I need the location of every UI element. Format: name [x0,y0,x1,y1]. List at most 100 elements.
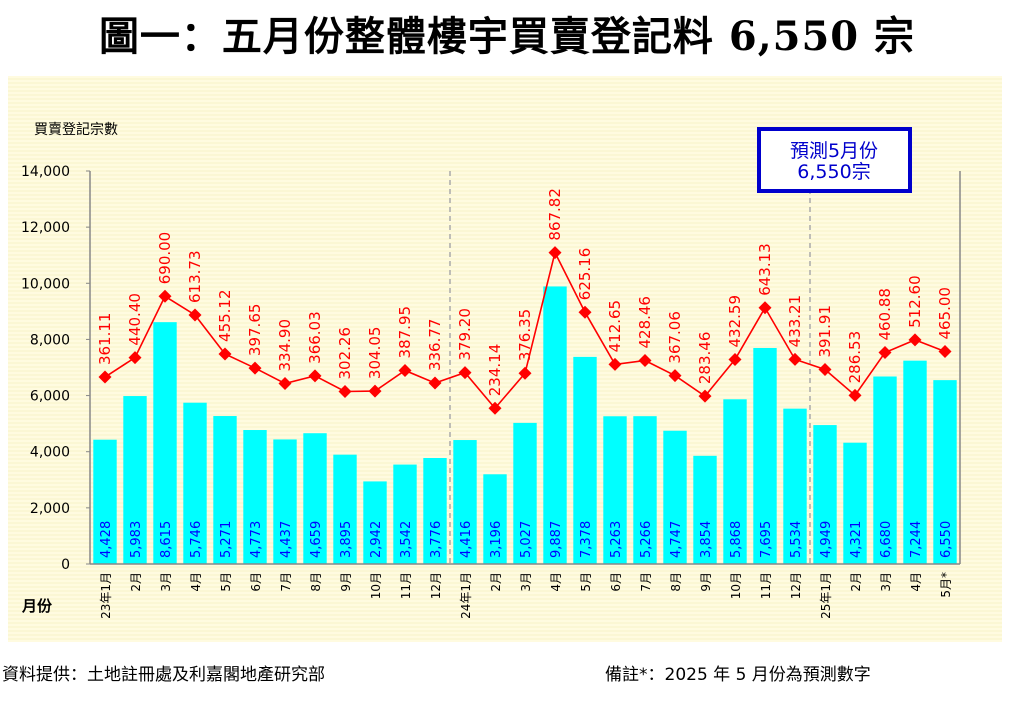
line-point-marker [908,333,922,347]
line-point-marker [458,366,472,380]
bar [363,481,387,564]
bar-value-label: 3,776 [429,521,444,558]
line-value-label: 412.65 [606,300,624,353]
line-value-label: 397.65 [246,304,264,357]
x-tick-label: 7月 [279,572,293,592]
bar [813,425,837,564]
x-tick-label: 11月 [759,572,773,599]
x-tick-label: 24年1月 [459,572,473,619]
bar [513,422,537,564]
line-value-label: 613.73 [186,251,204,304]
bar [753,347,777,564]
x-tick-label: 8月 [669,572,683,592]
line-point-marker [698,389,712,403]
line-value-label: 286.53 [846,331,864,384]
x-tick-label: 7月 [639,572,653,592]
bar-value-label: 5,271 [219,521,234,558]
bar [663,430,687,564]
chart-title: 圖一：五月份整體樓宇買賣登記料 6,550 宗 [98,13,916,60]
y-axis-label: 買賣登記宗數 [34,121,118,138]
bar [183,402,207,564]
x-tick-label: 12月 [789,572,803,599]
line-point-marker [668,369,682,383]
line-point-marker [218,347,232,361]
bar-value-label: 8,615 [159,521,174,558]
bar [303,433,327,564]
x-tick-label: 9月 [699,572,713,592]
x-tick-label: 3月 [879,572,893,592]
x-tick-label: 25年1月 [819,572,833,619]
line-value-label: 512.60 [906,275,924,328]
line-value-label: 625.16 [576,248,594,301]
line-point-marker [548,246,562,260]
line-point-marker [98,370,112,384]
x-axis-label: 月份 [21,597,53,615]
line-point-marker [278,376,292,390]
bar-value-label: 3,196 [489,521,504,558]
bar [843,442,867,564]
line-value-label: 283.46 [696,332,714,385]
y-tick-label: 8,000 [30,332,70,348]
line-point-marker [428,376,442,390]
bar [483,474,507,564]
bar [273,439,297,564]
line-point-marker [638,354,652,368]
line-point-marker [728,352,742,366]
bar [633,416,657,564]
x-tick-label: 23年1月 [99,572,113,619]
bar-value-label: 4,428 [99,521,114,558]
line-value-label: 391.91 [816,305,834,358]
line-value-label: 433.21 [786,295,804,348]
x-tick-label: 4月 [189,572,203,592]
x-tick-label: 11月 [399,572,413,599]
bar-value-label: 3,854 [699,521,714,558]
line-value-label: 361.11 [96,313,114,366]
bar-value-label: 5,027 [519,521,534,558]
line-point-marker [518,366,532,380]
x-tick-label: 5月 [579,572,593,592]
bar [693,455,717,564]
bar [603,416,627,564]
bar-value-label: 7,244 [909,521,924,558]
bar [873,376,897,564]
bar-value-label: 5,263 [609,521,624,558]
y-tick-label: 2,000 [30,501,70,517]
bar [393,464,417,564]
bar [213,416,237,564]
x-tick-label: 8月 [309,572,323,592]
line-value-label: 234.14 [486,344,504,397]
bar-value-label: 4,416 [459,521,474,558]
bar [573,356,597,564]
x-tick-label: 4月 [549,572,563,592]
line-point-marker [368,384,382,398]
line-value-label: 387.95 [396,306,414,359]
line-value-label: 690.00 [156,232,174,285]
line-point-marker [788,352,802,366]
line-point-marker [338,385,352,399]
x-tick-label: 2月 [849,572,863,592]
x-tick-label: 9月 [339,572,353,592]
x-tick-label: 3月 [159,572,173,592]
bar [333,454,357,564]
bar-value-label: 3,895 [339,521,354,558]
bar-value-label: 4,773 [249,521,264,558]
line-value-label: 460.88 [876,288,894,341]
bar [93,439,117,564]
line-point-marker [248,361,262,375]
x-tick-label: 10月 [729,572,743,599]
line-value-label: 302.26 [336,327,354,380]
bar-value-label: 4,949 [819,521,834,558]
y-tick-label: 10,000 [21,276,70,292]
line-value-label: 367.06 [666,311,684,364]
line-value-label: 432.59 [726,295,744,348]
forecast-note: 備註*：2025 年 5 月份為預測數字 [605,665,871,685]
bar-value-label: 2,942 [369,521,384,558]
y-tick-label: 12,000 [21,220,70,236]
bar [933,380,957,564]
bar-value-label: 6,550 [939,521,954,558]
line-point-marker [308,369,322,383]
bar-value-label: 5,983 [129,521,144,558]
line-point-marker [758,301,772,315]
bar-value-label: 6,680 [879,521,894,558]
